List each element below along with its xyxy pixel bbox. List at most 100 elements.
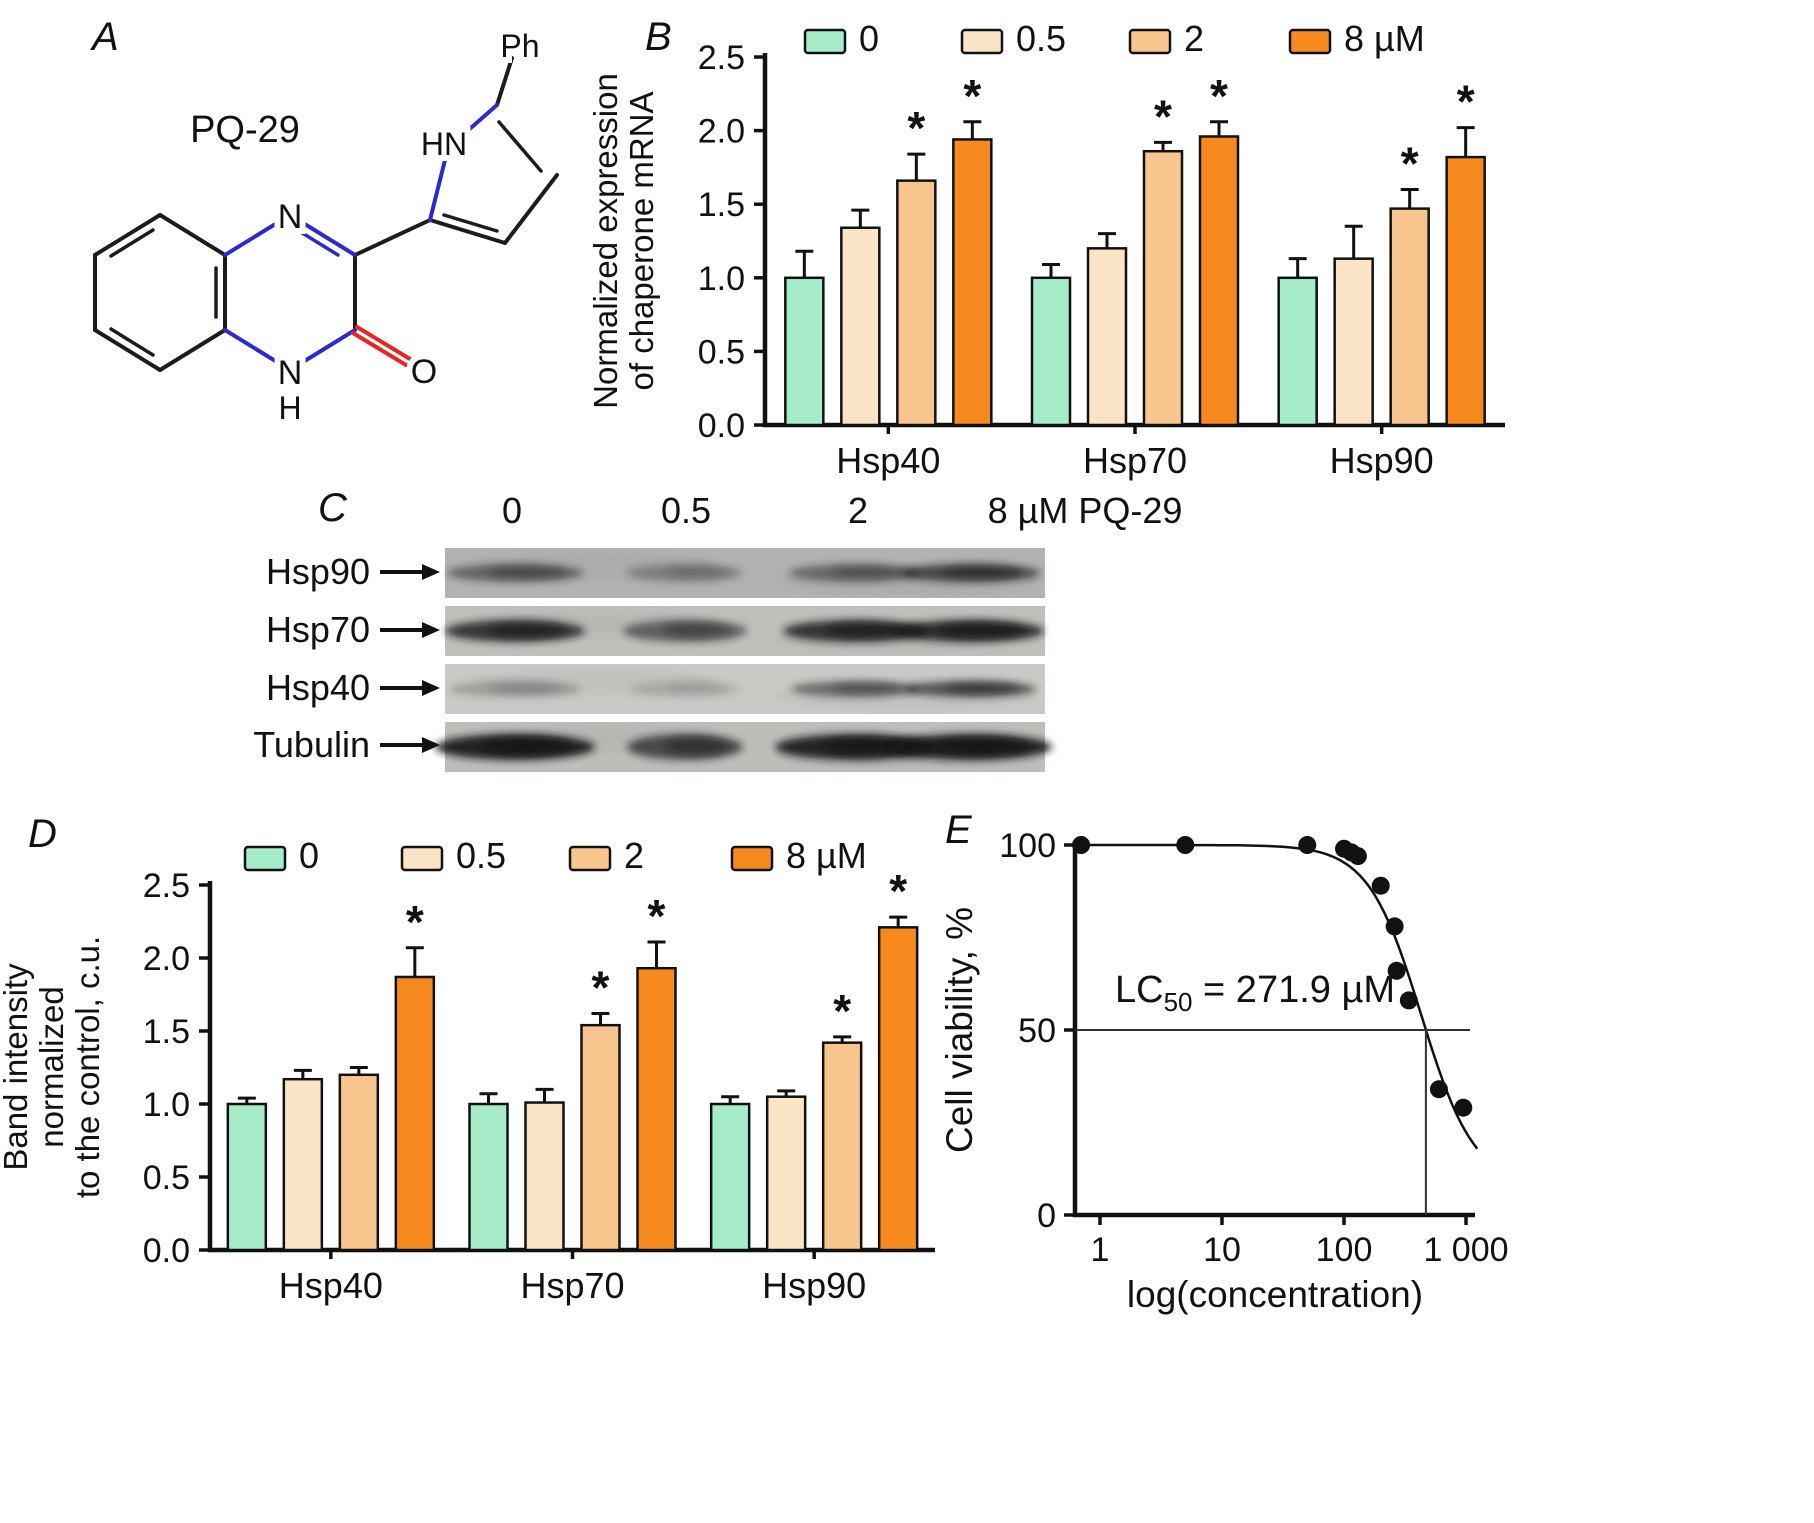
x-tick-label: 10 xyxy=(1203,1231,1241,1269)
legend-label: 8 µM xyxy=(786,835,867,876)
y-tick-label: 2.5 xyxy=(698,39,745,77)
y-tick-label: 100 xyxy=(999,827,1056,865)
y-tick-label: 0.0 xyxy=(698,407,745,445)
panel-d-letter: D xyxy=(28,812,57,856)
blot-row-label-hsp70: Hsp70 xyxy=(265,609,370,650)
panel-c-letter: C xyxy=(318,486,347,530)
legend-swatch xyxy=(1128,28,1172,55)
category-label: Hsp40 xyxy=(279,1265,383,1306)
bar xyxy=(1277,276,1318,427)
bar xyxy=(226,1102,268,1252)
bar xyxy=(1389,207,1430,427)
y-tick-label: 0 xyxy=(1037,1197,1056,1235)
bar xyxy=(765,1095,807,1252)
blot-row-label-tubulin: Tubulin xyxy=(253,724,370,765)
y-axis-label: Band intensitynormalizedto the control, … xyxy=(0,936,106,1198)
data-point xyxy=(1072,836,1091,854)
significance-star: * xyxy=(889,865,907,917)
significance-star: * xyxy=(406,896,424,948)
significance-star: * xyxy=(1154,90,1172,142)
chart-d-band-intensity: 0.0 0.5 1.0 1.5 2.0 2.5 Hsp40 * Hsp70 * * Hsp90 * * 0 0… xyxy=(0,835,935,1306)
blot-lane-label: 2 xyxy=(847,490,869,531)
legend-label: 0 xyxy=(859,18,879,59)
y-axis-label: Cell viability, % xyxy=(939,907,980,1153)
bar xyxy=(1086,247,1128,427)
bar xyxy=(636,966,677,1252)
bar xyxy=(394,975,436,1252)
bar xyxy=(524,1101,565,1252)
bar xyxy=(952,138,993,427)
y-tick-label: 50 xyxy=(1018,1012,1056,1050)
chart-b-mrna-expression: 0.0 0.5 1.0 1.5 2.0 2.5 Hsp40 * * Hsp70 * * Hsp90 * * 0… xyxy=(587,18,1505,481)
atom-label-h-lactam: H xyxy=(278,390,301,426)
bar xyxy=(1142,149,1184,427)
y-tick-label: 0.5 xyxy=(143,1159,190,1197)
bar xyxy=(896,179,937,427)
atom-label-hn-pyrrole: HN xyxy=(421,126,467,162)
data-point xyxy=(1385,917,1404,936)
atom-label-n-lactam: N xyxy=(278,354,303,392)
legend-label: 0 xyxy=(299,835,319,876)
y-tick-label: 1.5 xyxy=(698,186,745,224)
significance-star: * xyxy=(833,985,851,1037)
significance-star: * xyxy=(907,102,925,154)
legend-swatch xyxy=(730,845,774,872)
data-point xyxy=(1454,1098,1473,1117)
significance-star: * xyxy=(1457,76,1475,128)
panel-e-letter: E xyxy=(945,808,972,852)
y-tick-label: 0.5 xyxy=(698,333,745,371)
panel-b-letter: B xyxy=(645,15,672,59)
y-tick-label: 2.5 xyxy=(143,867,190,905)
bar xyxy=(338,1073,380,1252)
x-axis-label: log(concentration) xyxy=(1127,1274,1423,1315)
category-label: Hsp90 xyxy=(762,1265,866,1306)
significance-star: * xyxy=(963,70,981,122)
legend-swatch xyxy=(568,845,612,872)
y-axis-label: Normalized expressionof chaperone mRNA xyxy=(587,73,660,409)
y-tick-label: 0.0 xyxy=(143,1232,190,1270)
data-point xyxy=(1399,991,1418,1010)
legend-swatch xyxy=(243,845,287,872)
blot-image-hsp70 xyxy=(445,606,1045,656)
category-label: Hsp70 xyxy=(520,1265,624,1306)
chart-e-cell-viability: 0 50 100 1 10 100 1 000 LC50 = 271.9 µM log(conc… xyxy=(939,827,1509,1315)
bar xyxy=(709,1102,751,1252)
nitrogen-bonds xyxy=(223,103,499,372)
arrow-icon xyxy=(380,737,440,753)
legend-swatch xyxy=(803,28,847,55)
bar xyxy=(580,1023,621,1252)
x-tick-label: 1 000 xyxy=(1423,1231,1508,1269)
legend-swatch xyxy=(400,845,444,872)
bar xyxy=(1333,257,1374,427)
arrow-icon xyxy=(380,680,440,696)
data-point xyxy=(1429,1080,1448,1099)
chemical-structure: N N H O HN Ph PQ-29 xyxy=(93,22,559,432)
y-tick-label: 1.0 xyxy=(698,260,745,298)
legend-label: 0.5 xyxy=(1016,18,1066,59)
y-tick-label: 1.0 xyxy=(143,1086,190,1124)
bar xyxy=(821,1041,863,1252)
blot-lane-label: 0 xyxy=(501,490,523,531)
compound-name: PQ-29 xyxy=(190,109,300,151)
lc50-annotation: LC50 = 271.9 µM xyxy=(1115,969,1395,1017)
blot-row-label-hsp90: Hsp90 xyxy=(265,551,370,592)
bar xyxy=(840,226,881,427)
blot-row-label-hsp40: Hsp40 xyxy=(265,667,370,708)
fit-curve xyxy=(1077,843,1479,1150)
data-point xyxy=(1298,836,1317,854)
significance-star: * xyxy=(648,890,666,942)
atom-label-n-quinoxaline: N xyxy=(278,198,303,236)
category-label: Hsp40 xyxy=(836,440,940,481)
significance-star: * xyxy=(592,961,610,1013)
y-tick-label: 2.0 xyxy=(143,940,190,978)
legend-swatch xyxy=(960,28,1004,55)
arrow-icon xyxy=(380,622,440,638)
double-bond-lines xyxy=(109,120,543,357)
atom-label-o-carbonyl: O xyxy=(411,353,437,391)
panel-a-letter: A xyxy=(92,15,119,59)
legend-label: 8 µM xyxy=(1344,18,1425,59)
x-tick-label: 100 xyxy=(1316,1231,1373,1269)
data-point xyxy=(1348,847,1367,866)
category-label: Hsp70 xyxy=(1083,440,1187,481)
